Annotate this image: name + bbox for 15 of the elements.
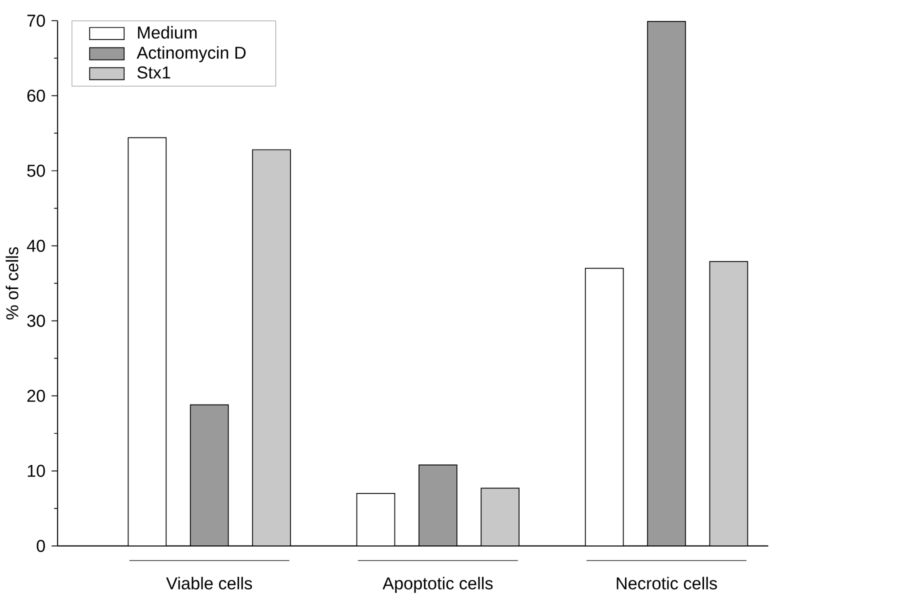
y-tick-label: 30 [27, 314, 45, 328]
legend-label: Medium [138, 26, 197, 39]
x-tick-label: Necrotic cells [616, 577, 717, 590]
y-tick-label: 40 [26, 240, 45, 252]
x-tick-label: Viable cells [166, 577, 252, 590]
y-tick-label: 0 [36, 540, 45, 552]
y-tick-label: 10 [28, 465, 45, 478]
y-tick-label: 70 [27, 14, 45, 27]
y-tick-label: 60 [27, 90, 45, 102]
legend-label: Actinomycin D [136, 46, 246, 62]
y-tick-label: 50 [27, 164, 45, 178]
legend-label: Stx1 [137, 66, 170, 79]
x-tick-label: Apoptotic cells [382, 577, 493, 594]
y-tick-label: 20 [27, 390, 45, 402]
y-axis-title: % of cells [6, 247, 18, 320]
